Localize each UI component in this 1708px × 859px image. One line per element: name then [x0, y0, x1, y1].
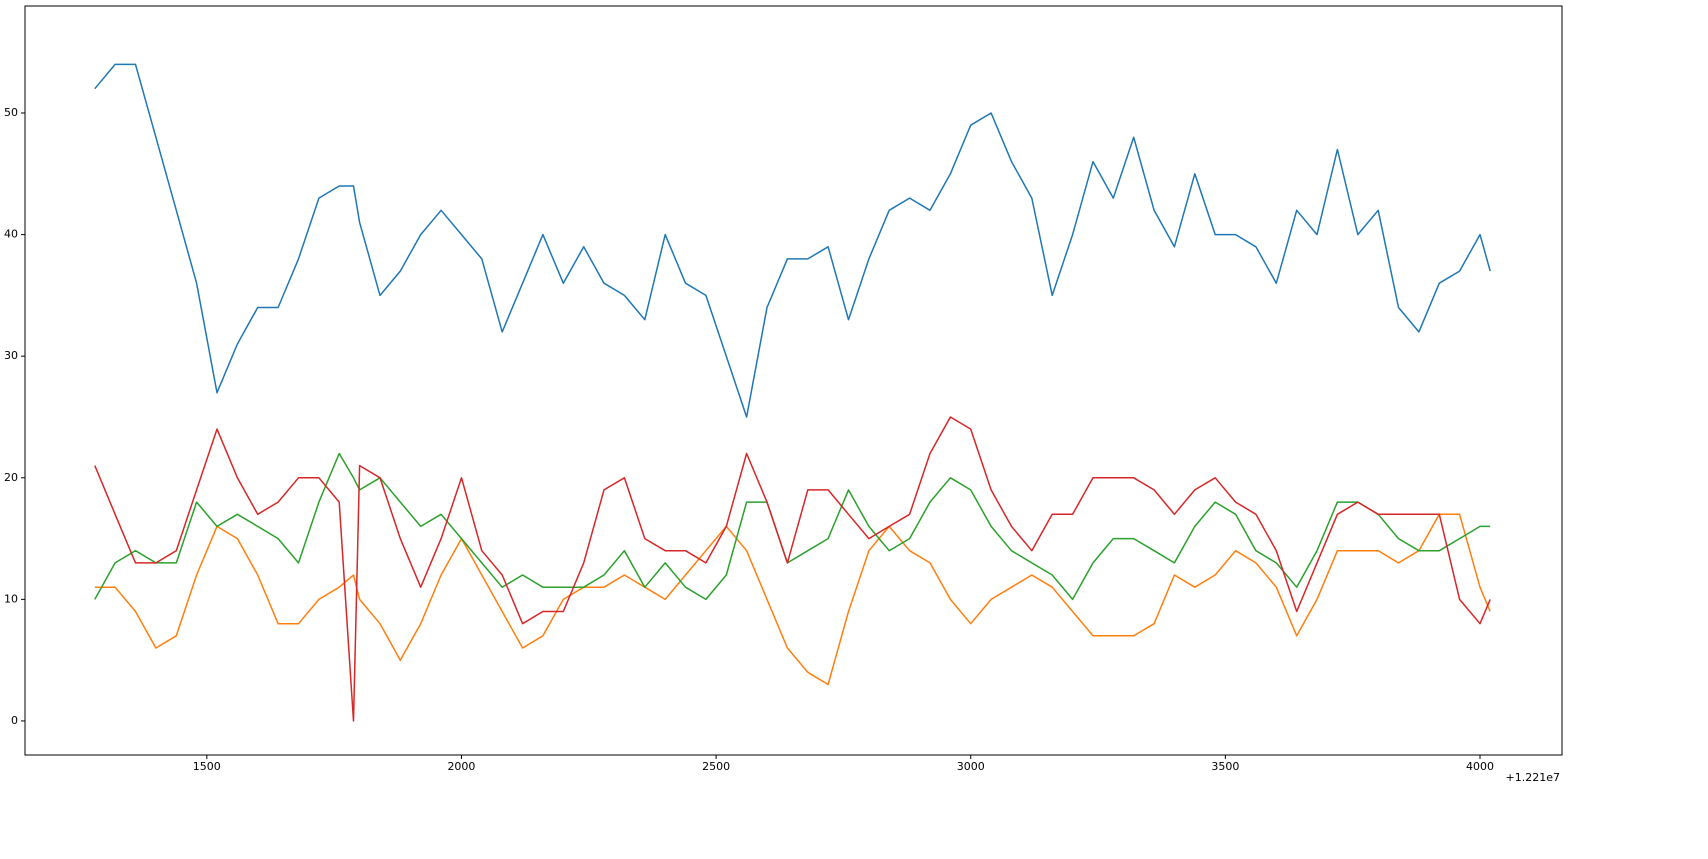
x-tick-label: 3000 [957, 760, 985, 773]
x-tick-label: 3500 [1211, 760, 1239, 773]
y-tick-label: 10 [4, 592, 18, 605]
y-tick-label: 40 [4, 228, 18, 241]
y-tick-label: 50 [4, 106, 18, 119]
x-tick-label: 2500 [702, 760, 730, 773]
y-tick-label: 30 [4, 349, 18, 362]
y-tick-label: 0 [11, 714, 18, 727]
series-line [94, 513, 1491, 686]
series-line [94, 63, 1491, 418]
y-tick-label: 20 [4, 471, 18, 484]
series-line [94, 416, 1491, 722]
x-tick-label: 2000 [447, 760, 475, 773]
plot-frame [24, 5, 1563, 756]
x-tick-label: 4000 [1466, 760, 1494, 773]
x-offset-label: +1.221e7 [1506, 771, 1560, 784]
x-tick-label: 1500 [193, 760, 221, 773]
